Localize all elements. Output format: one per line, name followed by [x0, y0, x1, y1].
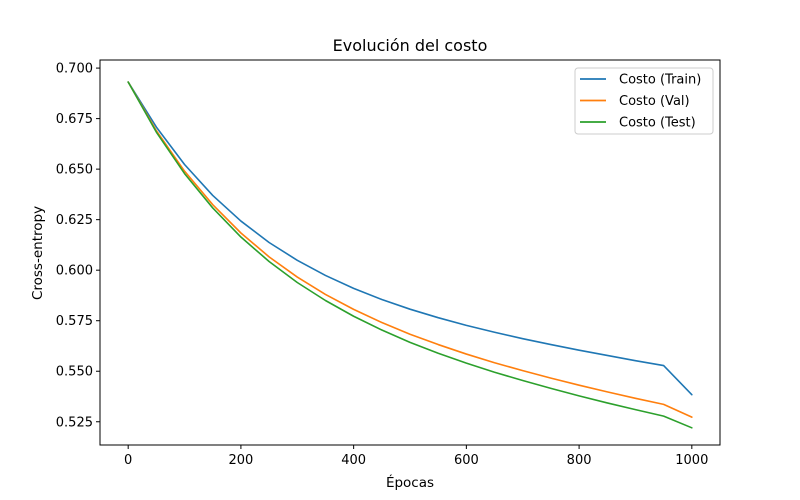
- y-tick-label: 0.675: [56, 112, 93, 127]
- series-layer: [127, 81, 693, 429]
- y-tick-label: 0.550: [56, 365, 93, 380]
- y-axis-ticks: 0.525 0.550 0.575 0.600 0.625 0.650 0.675 0.700: [56, 62, 100, 430]
- y-axis-label: Cross-entropy: [30, 206, 46, 300]
- x-tick-label: 0: [124, 453, 132, 468]
- x-tick-label: 200: [228, 453, 253, 468]
- legend: Costo (Train) Costo (Val) Costo (Test): [574, 67, 714, 135]
- x-axis-ticks: 0 200 400 600 800 1000: [124, 445, 708, 468]
- series-line-1: [127, 81, 693, 418]
- y-tick-label: 0.700: [56, 62, 93, 77]
- y-tick-label: 0.600: [56, 264, 93, 279]
- legend-label: Costo (Val): [619, 94, 690, 109]
- x-tick-label: 600: [454, 453, 479, 468]
- x-tick-label: 400: [341, 453, 366, 468]
- y-tick-label: 0.575: [56, 314, 93, 329]
- series-line-0: [127, 81, 693, 396]
- y-tick-label: 0.625: [56, 213, 93, 228]
- legend-box: [574, 67, 714, 135]
- y-tick-label: 0.525: [56, 415, 93, 430]
- chart-title: Evolución del costo: [333, 36, 488, 55]
- x-tick-label: 1000: [675, 453, 708, 468]
- legend-label: Costo (Test): [619, 116, 696, 131]
- series-line-2: [127, 81, 693, 429]
- x-tick-label: 800: [567, 453, 592, 468]
- legend-label: Costo (Train): [619, 73, 701, 88]
- y-tick-label: 0.650: [56, 163, 93, 178]
- x-axis-label: Épocas: [386, 474, 434, 491]
